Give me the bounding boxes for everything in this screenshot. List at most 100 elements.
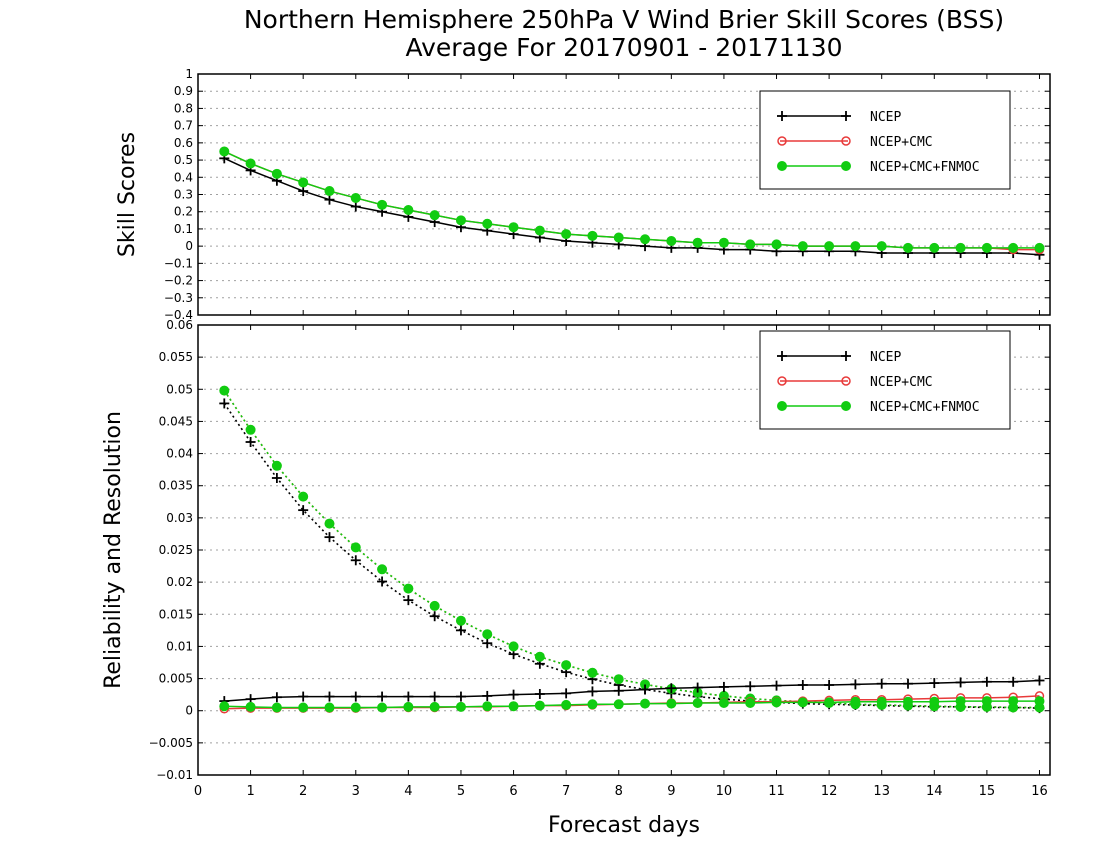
data-point-ncep [561, 688, 572, 699]
y-tick-label: 0.1 [174, 222, 193, 236]
data-point-ncep [403, 595, 414, 606]
data-point-ncep-cmc-fnmoc [271, 168, 282, 179]
data-point-ncep [692, 682, 703, 693]
data-point-ncep-cmc-fnmoc [534, 700, 545, 711]
data-point-ncep-cmc-fnmoc [429, 210, 440, 221]
y-tick-label: 0.8 [174, 101, 193, 115]
data-point-ncep-cmc-fnmoc [929, 696, 940, 707]
x-tick-label: 4 [404, 784, 412, 799]
data-point-ncep-cmc-fnmoc [455, 215, 466, 226]
data-point-ncep-cmc-fnmoc [850, 241, 861, 252]
legend-marker [841, 111, 851, 121]
data-point-ncep-cmc-fnmoc [219, 385, 230, 396]
data-point-ncep [745, 681, 756, 692]
y-tick-label: 0.055 [159, 350, 193, 364]
data-point-ncep-cmc-fnmoc [429, 600, 440, 611]
data-point-ncep-cmc-fnmoc [561, 699, 572, 710]
y-tick-label: 0.2 [174, 205, 193, 219]
data-point-ncep-cmc-fnmoc [298, 702, 309, 713]
data-point-ncep [429, 691, 440, 702]
data-point-ncep-cmc-fnmoc [1008, 242, 1019, 253]
y-tick-label: 0.06 [166, 318, 193, 332]
y-tick-label: 0.03 [166, 511, 193, 525]
data-point-ncep-cmc-fnmoc [824, 697, 835, 708]
data-point-ncep-cmc-fnmoc [824, 241, 835, 252]
data-point-ncep-cmc-fnmoc [377, 199, 388, 210]
data-point-ncep-cmc-fnmoc [561, 660, 572, 671]
y-tick-label: −0.005 [149, 736, 193, 750]
data-point-ncep-cmc-fnmoc [666, 698, 677, 709]
chart-title-line2: Average For 20170901 - 20171130 [405, 33, 842, 62]
legend-marker [841, 376, 851, 386]
y-tick-label: 0.025 [159, 543, 193, 557]
data-point-ncep-cmc-fnmoc [245, 701, 256, 712]
legend-marker [841, 401, 851, 411]
data-point-ncep-cmc-fnmoc [324, 702, 335, 713]
y-tick-label: 0.015 [159, 607, 193, 621]
plot-frame [197, 73, 1051, 316]
data-point-ncep [298, 505, 309, 516]
series-line-ncep-reliability [224, 679, 1040, 702]
data-point-ncep [824, 680, 835, 690]
x-tick-label: 11 [768, 784, 785, 799]
data-point-ncep-cmc-fnmoc [324, 186, 335, 197]
data-point-ncep-cmc-fnmoc [271, 702, 282, 713]
y-tick-label: 0.3 [174, 188, 193, 202]
data-point-ncep [981, 676, 992, 687]
legend-marker [777, 401, 787, 411]
data-point-ncep-cmc-fnmoc [745, 239, 756, 250]
legend-box [759, 90, 1011, 190]
legend-entry: NCEP [870, 110, 901, 125]
data-point-ncep [482, 638, 493, 649]
legend-marker [777, 161, 787, 171]
data-point-ncep-cmc-fnmoc [613, 674, 624, 685]
data-point-ncep [298, 691, 309, 702]
data-point-ncep-cmc-fnmoc [324, 518, 335, 529]
data-point-ncep [271, 473, 282, 483]
data-point-ncep-cmc-fnmoc [219, 146, 230, 157]
reliability-resolution-panel: −0.01 −0.005 0 0.005 0.01 0.015 0.02 0.025 0.03 0… [101, 318, 1051, 799]
data-point-ncep-cmc-fnmoc [587, 230, 598, 241]
legend-marker [777, 111, 787, 121]
data-point-ncep-cmc-fnmoc [955, 242, 966, 253]
data-point-ncep [455, 625, 466, 636]
data-point-ncep-cmc-fnmoc [666, 235, 677, 246]
data-point-ncep [350, 201, 361, 212]
y-tick-label: 0.04 [166, 447, 193, 461]
legend: NCEP NCEP+CMC NCEP+CMC+FNMOC [759, 90, 1011, 190]
data-point-ncep-cmc-fnmoc [271, 460, 282, 471]
data-point-ncep [718, 681, 729, 692]
legend-entry: NCEP+CMC [870, 135, 933, 150]
data-point-ncep-cmc-fnmoc [692, 237, 703, 248]
y-tick-label: 0.02 [166, 575, 193, 589]
y-tick-label: 0.005 [159, 672, 193, 686]
data-point-ncep [876, 678, 887, 689]
data-point-ncep-cmc-fnmoc [403, 204, 414, 215]
legend-marker [841, 136, 851, 146]
legend-entry: NCEP [870, 350, 901, 365]
y-tick-label: 0.05 [166, 382, 193, 396]
data-point-ncep-cmc-fnmoc [350, 702, 361, 713]
data-point-ncep-cmc-fnmoc [245, 424, 256, 435]
data-point-ncep-cmc-fnmoc [455, 701, 466, 712]
data-point-ncep-cmc-fnmoc [613, 232, 624, 243]
data-point-ncep [613, 685, 624, 696]
data-point-ncep-cmc-fnmoc [403, 583, 414, 594]
data-point-ncep-cmc-fnmoc [876, 241, 887, 252]
x-tick-label: 2 [299, 784, 307, 799]
data-point-ncep-cmc-fnmoc [745, 698, 756, 708]
y-tick-label: 0 [185, 239, 193, 253]
data-point-ncep [377, 576, 388, 587]
data-point-ncep-cmc-fnmoc [718, 698, 729, 708]
data-point-ncep [1034, 675, 1045, 686]
data-point-ncep-cmc-fnmoc [771, 697, 782, 708]
data-point-ncep [403, 691, 414, 702]
data-point-ncep-cmc-fnmoc [692, 698, 703, 708]
y-tick-label: 0.6 [174, 136, 193, 150]
data-point-ncep-cmc-fnmoc [245, 158, 256, 169]
x-tick-label: 12 [821, 784, 838, 799]
data-point-ncep-cmc-fnmoc [298, 491, 309, 502]
data-point-ncep-cmc-fnmoc [850, 696, 861, 707]
data-point-ncep [587, 686, 598, 697]
